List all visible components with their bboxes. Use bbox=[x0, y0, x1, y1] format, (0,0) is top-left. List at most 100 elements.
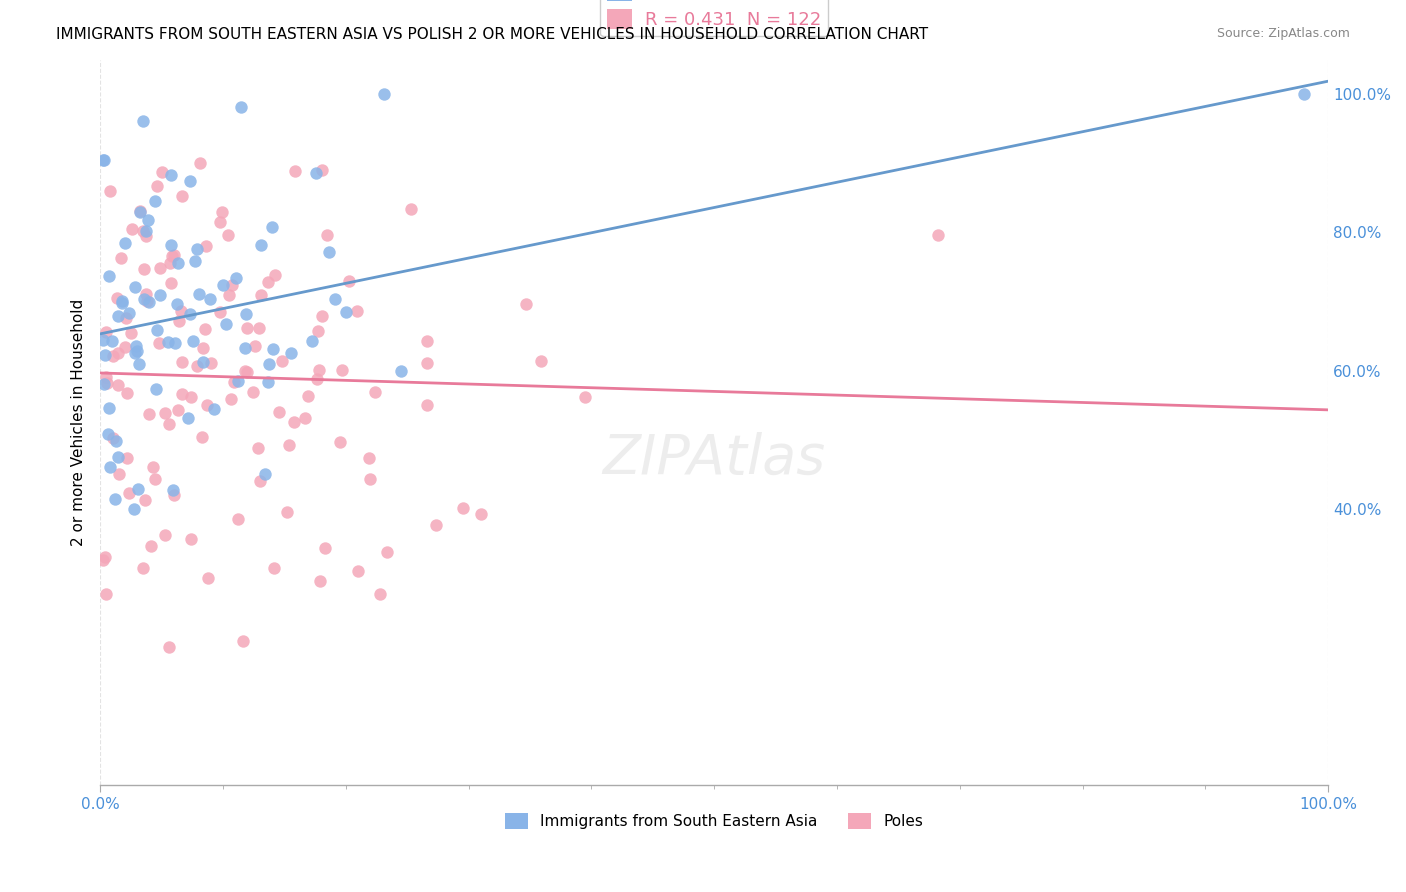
Point bbox=[186, 242, 208, 256]
Point bbox=[148, 336, 170, 351]
Point bbox=[139, 539, 162, 553]
Point bbox=[316, 227, 339, 242]
Point bbox=[124, 346, 146, 360]
Point bbox=[335, 305, 357, 319]
Point bbox=[121, 222, 143, 236]
Point bbox=[257, 357, 280, 371]
Point bbox=[127, 482, 149, 496]
Point bbox=[159, 256, 181, 270]
Point bbox=[283, 415, 305, 429]
Point bbox=[125, 338, 148, 352]
Point bbox=[262, 342, 284, 356]
Point bbox=[180, 390, 202, 404]
Point bbox=[267, 405, 290, 419]
Point bbox=[94, 587, 117, 601]
Point bbox=[135, 286, 157, 301]
Point bbox=[219, 392, 242, 406]
Point bbox=[425, 518, 447, 533]
Point bbox=[97, 426, 120, 441]
Text: Source: ZipAtlas.com: Source: ZipAtlas.com bbox=[1216, 27, 1350, 40]
Point bbox=[212, 278, 235, 293]
Point bbox=[363, 384, 385, 399]
Point bbox=[179, 173, 201, 187]
Point bbox=[170, 304, 193, 318]
Point bbox=[236, 320, 259, 334]
Point bbox=[311, 309, 333, 323]
Point bbox=[200, 292, 222, 306]
Point bbox=[260, 220, 283, 235]
Text: IMMIGRANTS FROM SOUTH EASTERN ASIA VS POLISH 2 OR MORE VEHICLES IN HOUSEHOLD COR: IMMIGRANTS FROM SOUTH EASTERN ASIA VS PO… bbox=[56, 27, 928, 42]
Point bbox=[416, 398, 439, 412]
Point bbox=[100, 184, 122, 198]
Point bbox=[96, 376, 118, 390]
Point bbox=[229, 100, 252, 114]
Point bbox=[186, 359, 208, 373]
Point bbox=[91, 333, 114, 347]
Point bbox=[314, 541, 336, 555]
Point bbox=[217, 227, 239, 242]
Point bbox=[373, 87, 395, 102]
Point bbox=[311, 163, 333, 178]
Point bbox=[195, 398, 218, 412]
Point bbox=[107, 310, 129, 324]
Point bbox=[389, 364, 412, 378]
Point bbox=[149, 288, 172, 302]
Point bbox=[166, 297, 188, 311]
Point bbox=[247, 441, 270, 455]
Point bbox=[145, 382, 167, 396]
Point bbox=[194, 322, 217, 336]
Point bbox=[134, 493, 156, 508]
Point bbox=[191, 341, 214, 355]
Point bbox=[131, 114, 153, 128]
Point bbox=[305, 372, 328, 386]
Point bbox=[132, 561, 155, 575]
Point bbox=[225, 271, 247, 285]
Point bbox=[128, 205, 150, 219]
Point bbox=[94, 370, 117, 384]
Point bbox=[169, 314, 191, 328]
Point bbox=[256, 275, 278, 289]
Legend: Immigrants from South Eastern Asia, Poles: Immigrants from South Eastern Asia, Pole… bbox=[499, 807, 929, 836]
Point bbox=[332, 363, 354, 377]
Point bbox=[157, 417, 180, 431]
Point bbox=[94, 325, 117, 339]
Point bbox=[135, 224, 157, 238]
Point bbox=[111, 296, 134, 310]
Point bbox=[202, 401, 225, 416]
Point bbox=[574, 391, 596, 405]
Point bbox=[236, 365, 259, 379]
Point bbox=[166, 403, 188, 417]
Point bbox=[129, 204, 152, 219]
Point bbox=[115, 386, 138, 401]
Point bbox=[172, 189, 194, 203]
Point bbox=[110, 251, 132, 265]
Point bbox=[101, 334, 124, 348]
Point bbox=[187, 286, 209, 301]
Point bbox=[180, 532, 202, 546]
Point bbox=[153, 406, 176, 420]
Point bbox=[159, 168, 181, 182]
Point bbox=[162, 483, 184, 497]
Point bbox=[318, 245, 340, 260]
Point bbox=[105, 291, 128, 305]
Point bbox=[136, 213, 159, 227]
Point bbox=[159, 277, 181, 291]
Point bbox=[249, 474, 271, 488]
Point bbox=[250, 288, 273, 302]
Point bbox=[181, 334, 204, 348]
Point bbox=[91, 153, 114, 168]
Point bbox=[193, 355, 215, 369]
Point bbox=[346, 564, 368, 578]
Point bbox=[145, 179, 167, 194]
Point bbox=[98, 269, 121, 284]
Point bbox=[284, 164, 307, 178]
Point bbox=[263, 561, 285, 575]
Point bbox=[270, 354, 292, 368]
Point bbox=[107, 450, 129, 464]
Point bbox=[307, 325, 329, 339]
Point bbox=[108, 467, 131, 482]
Point bbox=[120, 326, 142, 340]
Point bbox=[235, 307, 257, 321]
Point bbox=[143, 472, 166, 486]
Point bbox=[91, 553, 114, 567]
